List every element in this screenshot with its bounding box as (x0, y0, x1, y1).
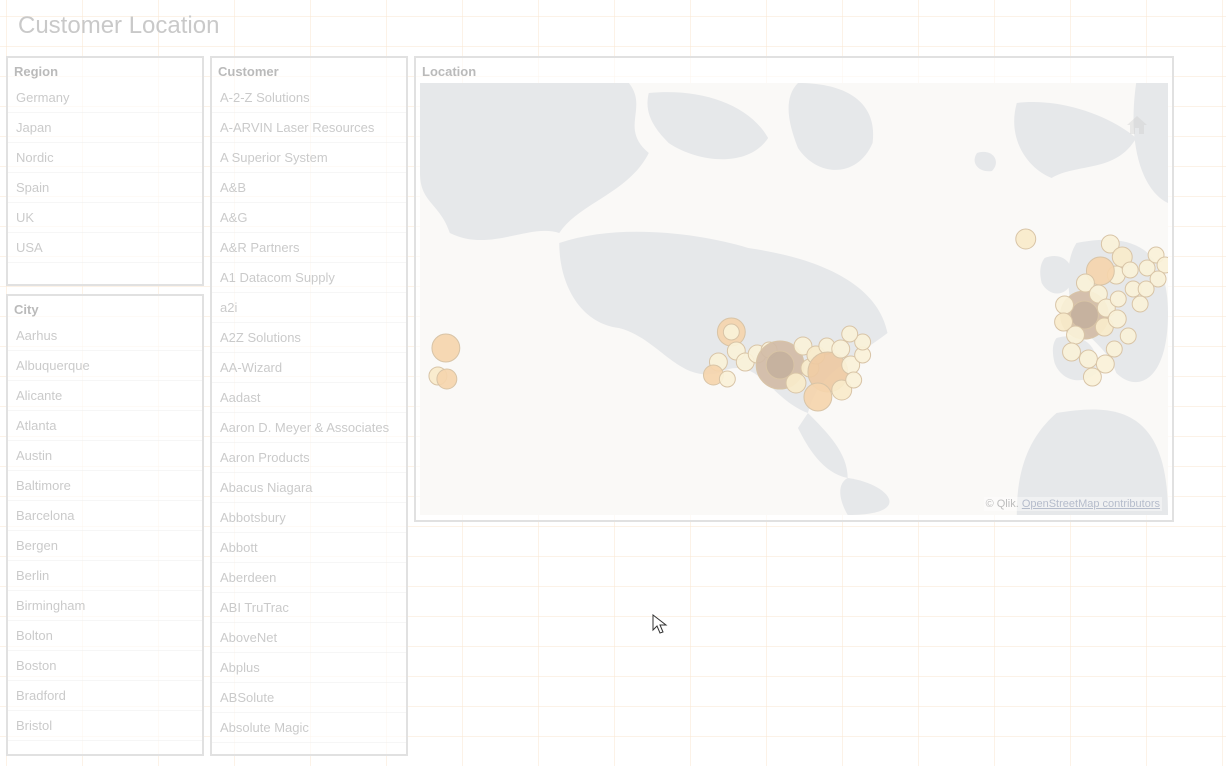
city-list-item[interactable]: Bristol (8, 711, 202, 741)
region-list-item[interactable]: Japan (8, 113, 202, 143)
region-panel: Region GermanyJapanNordicSpainUKUSA (6, 56, 204, 286)
dashboard-canvas: Customer Location Region GermanyJapanNor… (0, 0, 1226, 766)
attribution-link[interactable]: OpenStreetMap contributors (1022, 498, 1160, 510)
customer-list-item[interactable]: Abbotsbury (212, 503, 406, 533)
map-attribution: © Qlik. OpenStreetMap contributors (984, 497, 1162, 511)
city-list-item[interactable]: Bolton (8, 621, 202, 651)
customer-panel-title: Customer (212, 58, 406, 83)
customer-list-item[interactable]: A&R Partners (212, 233, 406, 263)
customer-list-item[interactable]: AA-Wizard (212, 353, 406, 383)
customer-list-item[interactable]: Absolute Magic (212, 713, 406, 743)
attribution-prefix: © Qlik. (986, 498, 1022, 510)
city-list-item[interactable]: Austin (8, 441, 202, 471)
city-list-item[interactable]: Bradford (8, 681, 202, 711)
city-list-item[interactable]: Barcelona (8, 501, 202, 531)
customer-list-item[interactable]: Abacus Niagara (212, 473, 406, 503)
city-list-item[interactable]: Boston (8, 651, 202, 681)
customer-list-item[interactable]: Aaron Products (212, 443, 406, 473)
customer-list-item[interactable]: Abbott (212, 533, 406, 563)
city-list-item[interactable]: Baltimore (8, 471, 202, 501)
customer-list-item[interactable]: A2Z Solutions (212, 323, 406, 353)
page-title: Customer Location (18, 12, 219, 40)
home-icon[interactable] (1124, 113, 1150, 137)
city-panel-title: City (8, 296, 202, 321)
map-svg (420, 83, 1168, 515)
city-list[interactable]: AarhusAlbuquerqueAlicanteAtlantaAustinBa… (8, 321, 202, 753)
customer-list-item[interactable]: ABSolute (212, 683, 406, 713)
region-list-item[interactable]: Germany (8, 83, 202, 113)
region-panel-title: Region (8, 58, 202, 83)
customer-list-item[interactable]: A-ARVIN Laser Resources (212, 113, 406, 143)
city-list-item[interactable]: Berlin (8, 561, 202, 591)
map-area[interactable]: © Qlik. OpenStreetMap contributors (420, 83, 1168, 515)
customer-list-item[interactable]: AboveNet (212, 623, 406, 653)
customer-list-item[interactable]: A Superior System (212, 143, 406, 173)
customer-panel: Customer A-2-Z SolutionsA-ARVIN Laser Re… (210, 56, 408, 756)
customer-list-item[interactable]: Aaron D. Meyer & Associates (212, 413, 406, 443)
customer-list-item[interactable]: A1 Datacom Supply (212, 263, 406, 293)
city-list-item[interactable]: Albuquerque (8, 351, 202, 381)
customer-list[interactable]: A-2-Z SolutionsA-ARVIN Laser ResourcesA … (212, 83, 406, 753)
customer-list-item[interactable]: A&G (212, 203, 406, 233)
region-list-item[interactable]: USA (8, 233, 202, 263)
city-list-item[interactable]: Alicante (8, 381, 202, 411)
customer-list-item[interactable]: A&B (212, 173, 406, 203)
customer-list-item[interactable]: Aberdeen (212, 563, 406, 593)
city-list-item[interactable]: Atlanta (8, 411, 202, 441)
city-list-item[interactable]: Birmingham (8, 591, 202, 621)
cursor-icon (652, 614, 668, 636)
city-list-item[interactable]: Aarhus (8, 321, 202, 351)
customer-list-item[interactable]: ABI TruTrac (212, 593, 406, 623)
region-list-item[interactable]: Nordic (8, 143, 202, 173)
customer-list-item[interactable]: Aadast (212, 383, 406, 413)
region-list[interactable]: GermanyJapanNordicSpainUKUSA (8, 83, 202, 283)
customer-list-item[interactable]: Abplus (212, 653, 406, 683)
region-list-item[interactable]: Spain (8, 173, 202, 203)
customer-list-item[interactable]: a2i (212, 293, 406, 323)
customer-list-item[interactable]: A-2-Z Solutions (212, 83, 406, 113)
region-list-item[interactable]: UK (8, 203, 202, 233)
city-panel: City AarhusAlbuquerqueAlicanteAtlantaAus… (6, 294, 204, 756)
location-panel-title: Location (416, 58, 1172, 83)
city-list-item[interactable]: Bergen (8, 531, 202, 561)
location-panel: Location © Qlik. OpenStreetMap contribut… (414, 56, 1174, 522)
